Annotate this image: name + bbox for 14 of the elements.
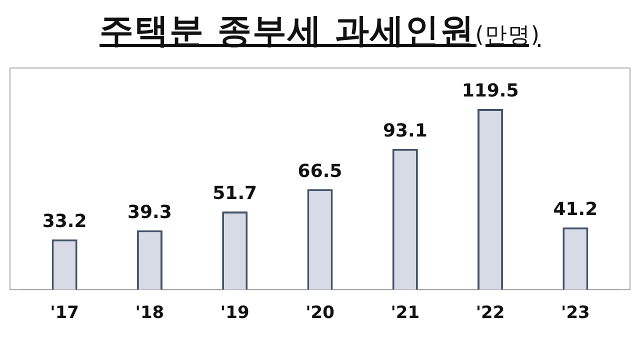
data-label: 119.5 [462, 80, 519, 102]
x-tick-label: '20 [306, 303, 335, 324]
x-tick-label: '19 [220, 303, 250, 324]
data-label: 39.3 [128, 202, 172, 223]
x-tick-label: '18 [135, 303, 164, 324]
data-label: 51.7 [212, 183, 258, 204]
data-label: 33.2 [42, 211, 87, 232]
x-tick-label: '23 [560, 303, 590, 324]
data-label: 93.1 [382, 120, 428, 142]
x-tick-label: '17 [50, 303, 80, 324]
x-tick-label: '22 [476, 303, 505, 324]
x-tick-label: '21 [390, 303, 420, 324]
data-label: 66.5 [298, 160, 342, 182]
data-label: 41.2 [553, 199, 598, 220]
